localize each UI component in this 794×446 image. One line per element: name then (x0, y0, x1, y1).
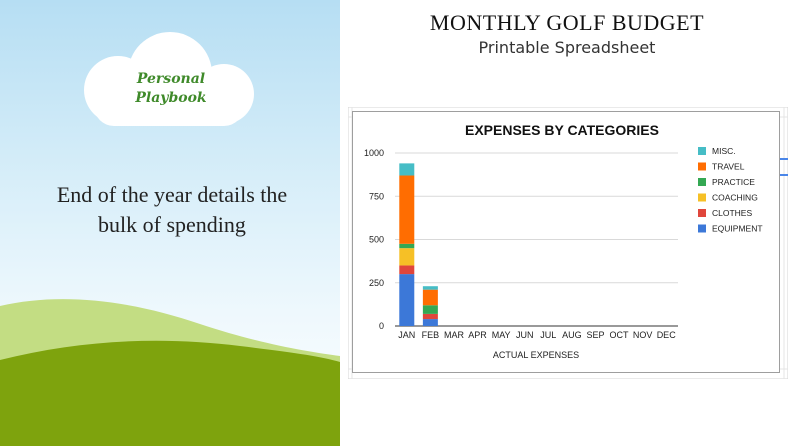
legend-label: COACHING (712, 193, 758, 203)
x-tick-label: OCT (610, 330, 630, 340)
bar-segment-misc (399, 163, 415, 176)
legend-label: EQUIPMENT (712, 224, 763, 234)
tagline-line-2: bulk of spending (98, 212, 246, 237)
tagline-line-1: End of the year details the (56, 182, 288, 207)
hills-illustration (0, 299, 340, 446)
chart-title: EXPENSES BY CATEGORIES (465, 122, 659, 138)
page-subtitle: Printable Spreadsheet (478, 38, 656, 57)
legend-swatch (698, 224, 706, 233)
y-tick-label: 250 (369, 278, 384, 288)
x-tick-label: FEB (422, 330, 440, 340)
bar-segment-practice (399, 243, 415, 249)
bar-segment-coaching (399, 248, 415, 266)
y-tick-label: 1000 (364, 148, 384, 158)
legend-label: PRACTICE (712, 177, 755, 187)
bar-segment-clothes (422, 313, 438, 320)
legend-swatch (698, 178, 706, 186)
bar-segment-travel (422, 289, 438, 306)
x-tick-label: APR (468, 330, 487, 340)
legend-swatch (698, 162, 706, 171)
y-tick-label: 750 (369, 191, 384, 201)
legend-label: TRAVEL (712, 162, 745, 172)
brand-line-2: Playbook (135, 90, 207, 106)
x-tick-label: JUN (516, 330, 534, 340)
front-hill (0, 340, 340, 446)
x-tick-label: NOV (633, 330, 653, 340)
x-tick-label: DEC (657, 330, 677, 340)
bar-segment-travel (399, 175, 415, 244)
page-title: MONTHLY GOLF BUDGET (429, 10, 705, 35)
brand-line-1: Personal (136, 71, 206, 87)
legend-swatch (698, 147, 706, 155)
cloud-shape (84, 32, 254, 126)
x-axis-label: ACTUAL EXPENSES (493, 350, 579, 360)
x-tick-label: MAY (492, 330, 511, 340)
chart-frame (352, 111, 780, 373)
x-tick-label: JUL (540, 330, 556, 340)
bar-segment-equipment (399, 274, 415, 326)
bar-segment-practice (422, 305, 438, 314)
left-panel: Personal Playbook End of the year detail… (0, 0, 340, 446)
legend-label: MISC. (712, 146, 736, 156)
y-tick-label: 0 (379, 321, 384, 331)
x-tick-label: JAN (398, 330, 415, 340)
legend-swatch (698, 193, 706, 202)
legend-swatch (698, 209, 706, 217)
legend-label: CLOTHES (712, 208, 752, 218)
expenses-chart: EXPENSES BY CATEGORIES ACTUAL EXPENSES 0… (352, 111, 780, 373)
brand-logo: Personal Playbook (112, 70, 230, 108)
bar-segment-equipment (422, 319, 438, 326)
y-tick-label: 500 (369, 235, 384, 245)
bar-segment-misc (422, 286, 438, 290)
x-tick-label: MAR (444, 330, 465, 340)
tagline: End of the year details the bulk of spen… (22, 180, 322, 240)
x-tick-label: SEP (586, 330, 604, 340)
bar-segment-clothes (399, 265, 415, 275)
x-tick-label: AUG (562, 330, 582, 340)
